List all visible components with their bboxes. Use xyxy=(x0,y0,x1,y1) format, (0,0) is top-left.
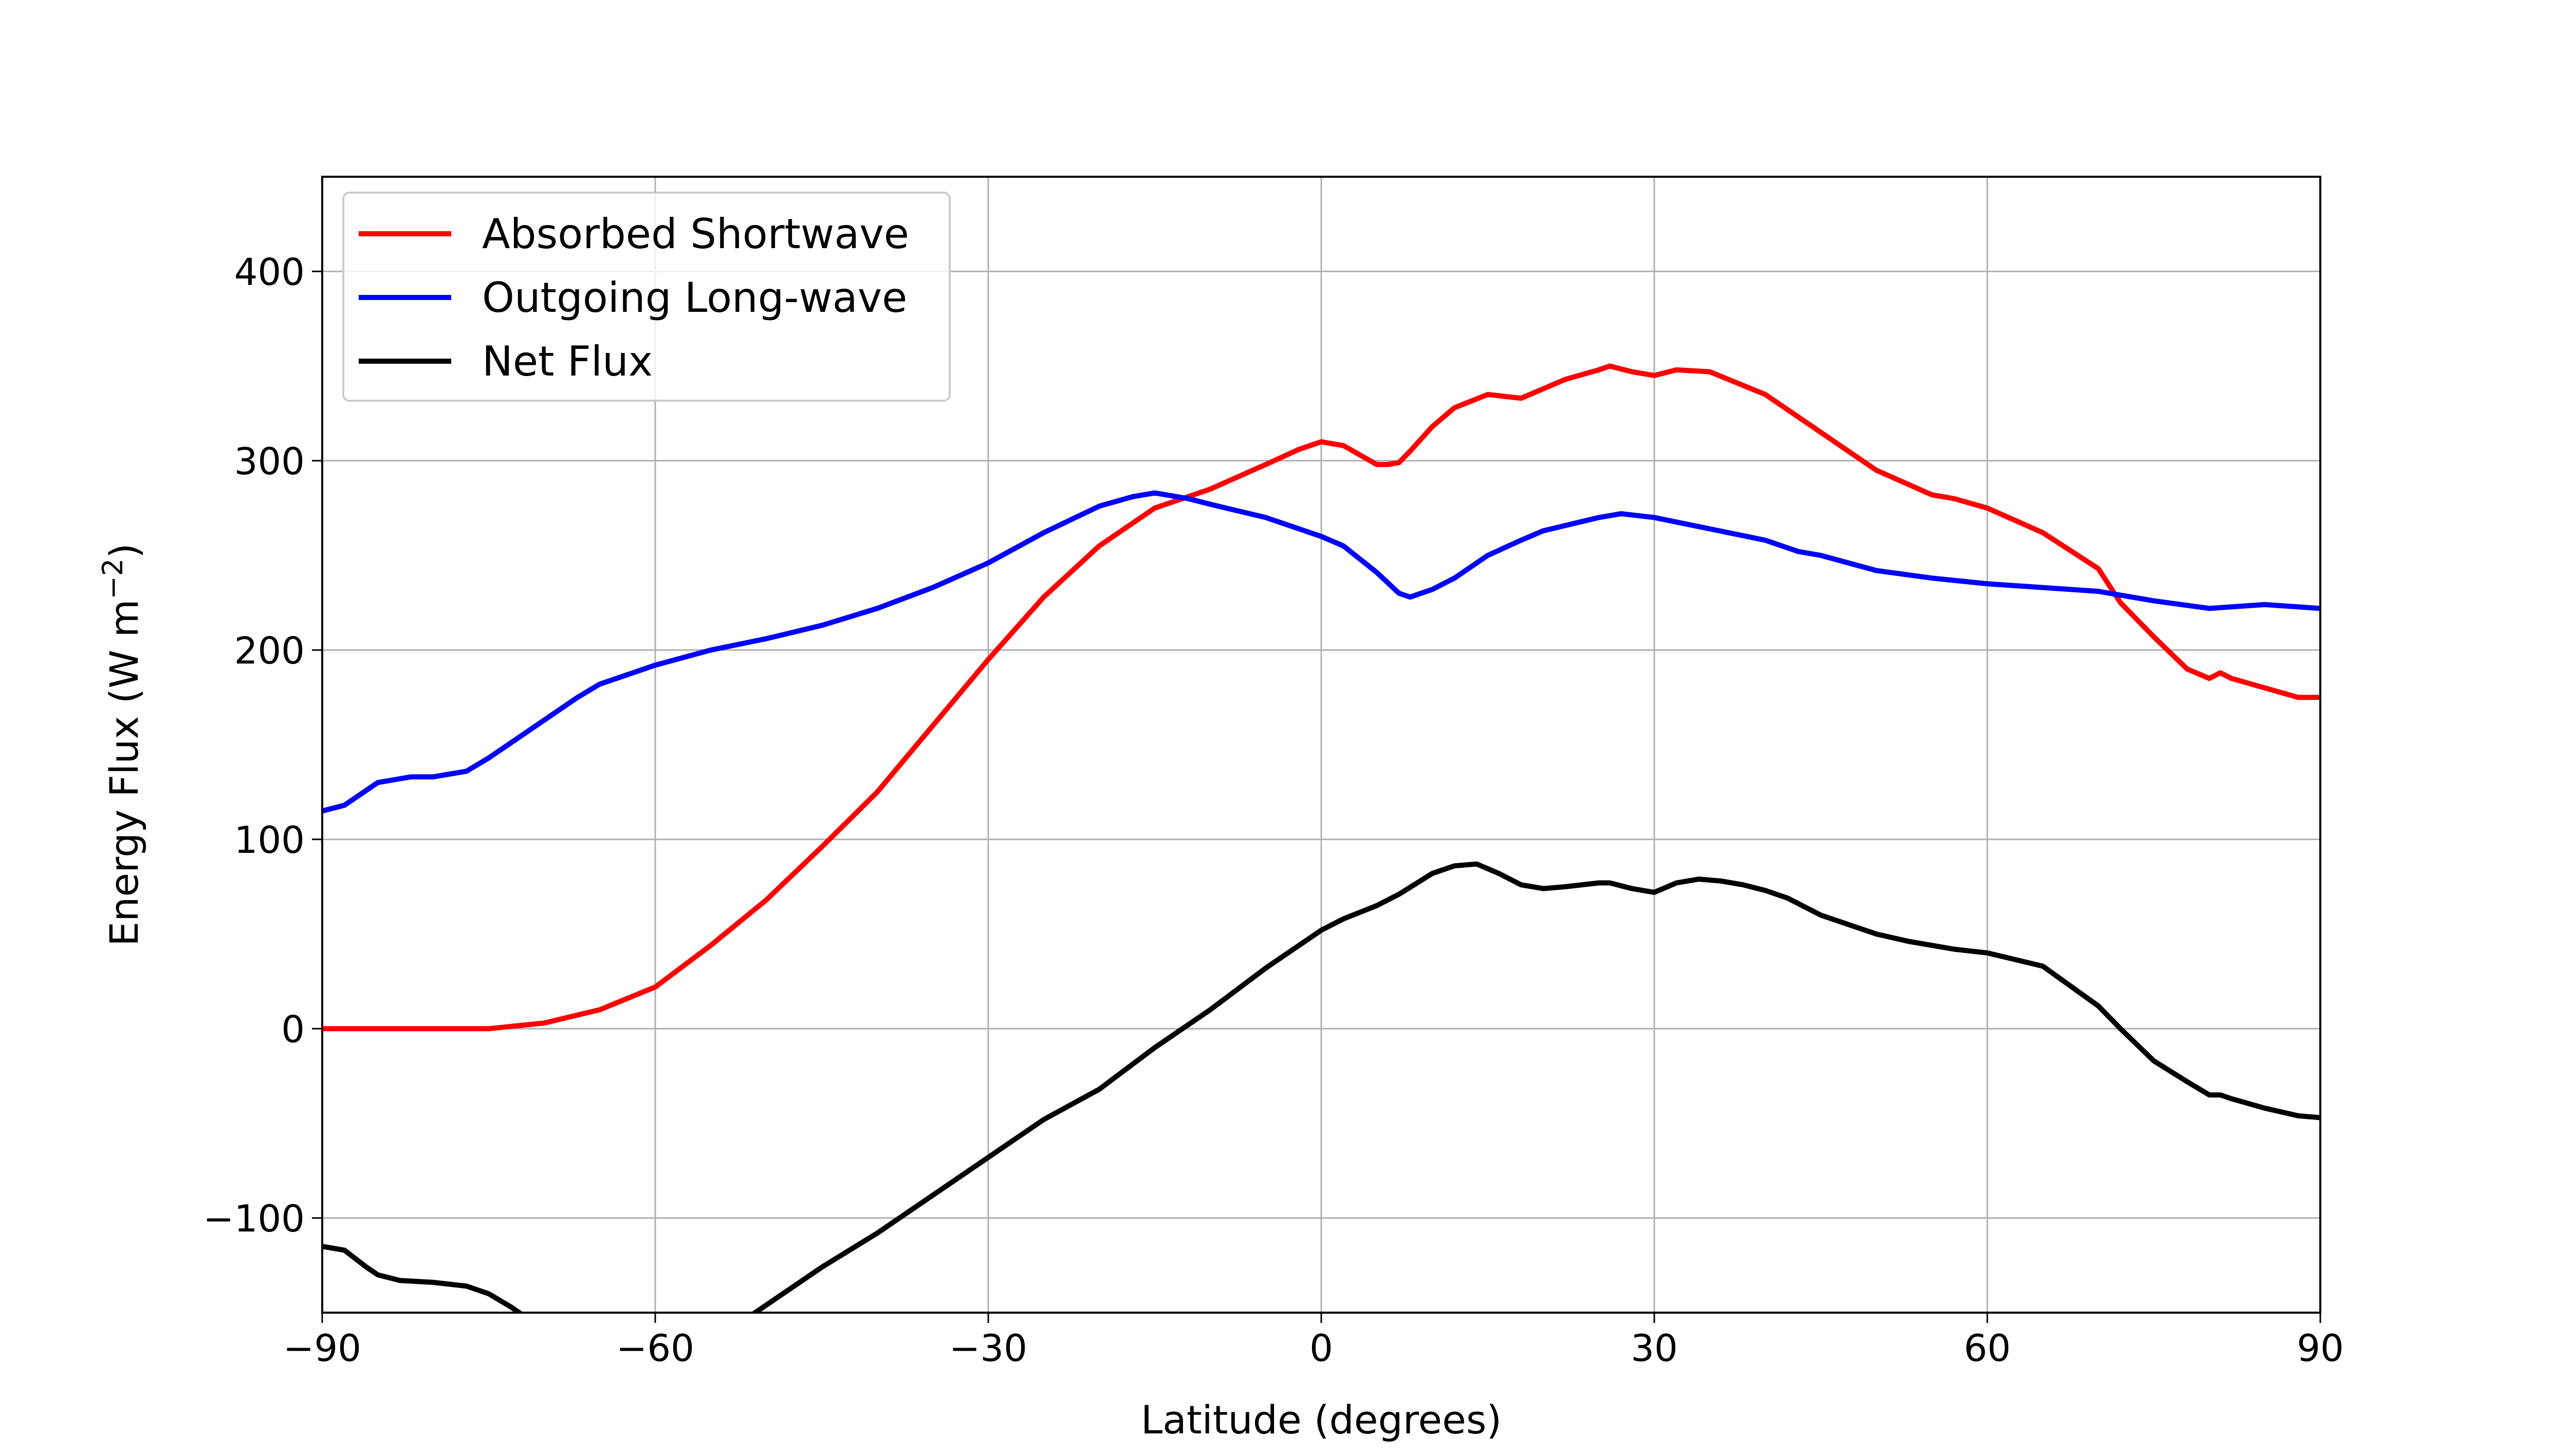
y-axis-label: Energy Flux (W m−2) xyxy=(97,543,147,946)
legend: Absorbed Shortwave Outgoing Long-wave Net … xyxy=(342,192,951,402)
y-tick-label: 300 xyxy=(234,440,305,483)
legend-label-absorbed-shortwave: Absorbed Shortwave xyxy=(482,210,909,258)
x-tick-label: 30 xyxy=(1631,1327,1678,1370)
y-tick-label: 200 xyxy=(234,629,305,672)
x-axis-label: Latitude (degrees) xyxy=(1141,1397,1502,1443)
y-tick-label: −100 xyxy=(203,1197,305,1240)
series-line-outgoing-long-wave xyxy=(322,490,2320,814)
y-axis-label-superscript: −2 xyxy=(97,558,129,600)
x-axis-ticks: −90 −60 −30 0 30 60 90 xyxy=(283,1313,2344,1370)
plot-area xyxy=(322,363,2320,1313)
x-tick-label: 60 xyxy=(1964,1327,2011,1370)
series-lines xyxy=(322,363,2320,1313)
y-axis-label-close: ) xyxy=(101,543,147,558)
y-axis-ticks: −100 0 100 200 300 400 xyxy=(203,250,322,1240)
x-tick-label: −60 xyxy=(616,1327,694,1370)
y-tick-label: 0 xyxy=(281,1007,305,1051)
series-line-net-flux xyxy=(322,861,2320,1313)
x-tick-label: 0 xyxy=(1309,1327,1333,1370)
gridlines xyxy=(321,177,2321,1313)
x-tick-label: 90 xyxy=(2297,1327,2344,1370)
y-axis-label-main: Energy Flux (W m xyxy=(101,599,147,946)
series-line-absorbed-shortwave xyxy=(322,363,2320,1032)
y-tick-label: 400 xyxy=(234,250,305,293)
legend-label-outgoing-long-wave: Outgoing Long-wave xyxy=(482,274,907,322)
x-tick-label: −30 xyxy=(949,1327,1027,1370)
legend-frame xyxy=(342,192,951,402)
x-tick-label: −90 xyxy=(283,1327,361,1370)
y-tick-label: 100 xyxy=(234,818,305,862)
legend-label-net-flux: Net Flux xyxy=(482,338,653,385)
